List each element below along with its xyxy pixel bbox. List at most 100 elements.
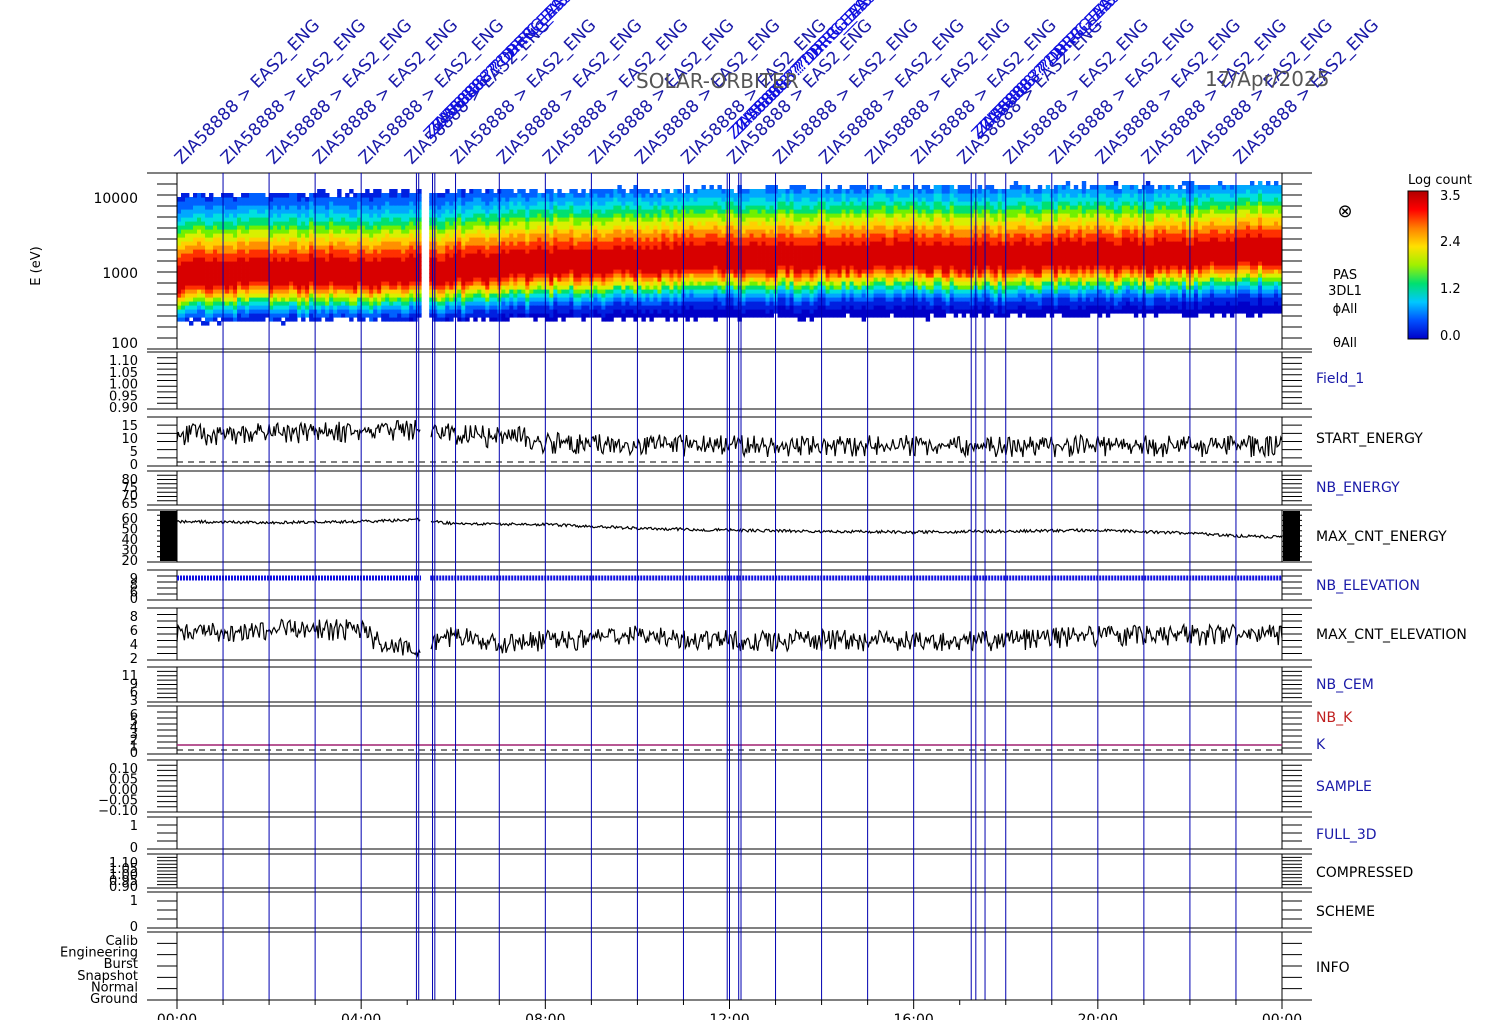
spectrogram-cell: [613, 253, 618, 258]
spectrogram-cell: [393, 249, 398, 254]
spectrogram-cell: [369, 225, 374, 230]
spectrogram-cell: [409, 249, 414, 254]
spectrogram-cell: [225, 317, 230, 322]
spectrogram-cell: [481, 249, 486, 254]
spectrogram-cell: [513, 237, 518, 242]
spectrogram-cell: [697, 225, 702, 230]
spectrogram-cell: [785, 253, 790, 258]
spectrogram-cell: [729, 205, 734, 210]
spectrogram-cell: [529, 305, 534, 310]
spectrogram-cell: [361, 233, 366, 238]
spectrogram-cell: [281, 233, 286, 238]
spectrogram-cell: [629, 193, 634, 198]
spectrogram-cell: [605, 277, 610, 282]
spectrogram-cell: [761, 253, 766, 258]
spectrogram-cell: [317, 281, 322, 286]
spectrogram-cell: [641, 289, 646, 294]
spectrogram-cell: [785, 229, 790, 234]
spectrogram-cell: [613, 221, 618, 226]
spectrogram-cell: [337, 273, 342, 278]
spectrogram-cell: [561, 261, 566, 266]
spectrogram-cell: [713, 257, 718, 262]
spectrogram-cell: [405, 237, 410, 242]
spectrogram-cell: [701, 293, 706, 298]
spectrogram-cell: [185, 285, 190, 290]
spectrogram-cell: [321, 301, 326, 306]
spectrogram-cell: [641, 293, 646, 298]
spectrogram-cell: [369, 205, 374, 210]
spectrogram-cell: [713, 209, 718, 214]
spectrogram-cell: [793, 253, 798, 258]
spectrogram-cell: [657, 241, 662, 246]
spectrogram-cell: [401, 305, 406, 310]
spectrogram-cell: [785, 193, 790, 198]
spectrogram-cell: [737, 289, 742, 294]
spectrogram-cell: [601, 197, 606, 202]
spectrogram-cell: [393, 221, 398, 226]
spectrogram-cell: [317, 253, 322, 258]
spectrogram-cell: [781, 269, 786, 274]
spectrogram-cell: [593, 273, 598, 278]
spectrogram-cell: [709, 209, 714, 214]
spectrogram-cell: [525, 313, 530, 318]
spectrogram-cell: [557, 225, 562, 230]
spectrogram-cell: [449, 253, 454, 258]
spectrogram-cell: [225, 305, 230, 310]
spectrogram-cell: [349, 233, 354, 238]
spectrogram-cell: [529, 285, 534, 290]
spectrogram-cell: [177, 253, 182, 258]
spectrogram-cell: [749, 213, 754, 218]
spectrogram-cell: [445, 249, 450, 254]
spectrogram-cell: [365, 241, 370, 246]
spectrogram-cell: [769, 301, 774, 306]
spectrogram-cell: [541, 237, 546, 242]
spectrogram-cell: [621, 241, 626, 246]
spectrogram-cell: [801, 309, 806, 314]
spectrogram-cell: [713, 317, 718, 322]
spectrogram-cell: [669, 229, 674, 234]
spectrogram-cell: [529, 289, 534, 294]
spectrogram-cell: [613, 225, 618, 230]
spectrogram-cell: [661, 281, 666, 286]
spectrogram-cell: [653, 289, 658, 294]
spectrogram-cell: [205, 317, 210, 322]
spectrogram-cell: [509, 269, 514, 274]
spectrogram-cell: [461, 253, 466, 258]
spectrogram-cell: [653, 293, 658, 298]
spectrogram-cell: [333, 301, 338, 306]
spectrogram-cell: [445, 221, 450, 226]
spectrogram-cell: [469, 221, 474, 226]
spectrogram-cell: [517, 305, 522, 310]
spectrogram-cell: [621, 257, 626, 262]
spectrogram-cell: [697, 253, 702, 258]
spectrogram-cell: [741, 233, 746, 238]
spectrogram-cell: [473, 197, 478, 202]
spectrogram-cell: [761, 309, 766, 314]
spectrogram-cell: [577, 261, 582, 266]
spectrogram-cell: [245, 317, 250, 322]
spectrogram-cell: [717, 309, 722, 314]
spectrogram-cell: [601, 265, 606, 270]
spectrogram-cell: [785, 269, 790, 274]
spectrogram-cell: [349, 261, 354, 266]
spectrogram-cell: [465, 285, 470, 290]
spectrogram-cell: [573, 265, 578, 270]
spectrogram-cell: [525, 297, 530, 302]
spectrogram-cell: [277, 201, 282, 206]
spectrogram-cell: [653, 217, 658, 222]
spectrogram-cell: [197, 225, 202, 230]
spectrogram-cell: [177, 273, 182, 278]
spectrogram-cell: [721, 193, 726, 198]
spectrogram-cell: [217, 289, 222, 294]
spectrogram-cell: [777, 221, 782, 226]
spectrogram-cell: [673, 213, 678, 218]
spectrogram-cell: [657, 213, 662, 218]
spectrogram-cell: [605, 233, 610, 238]
spectrogram-cell: [549, 297, 554, 302]
spectrogram-cell: [793, 189, 798, 194]
spectrogram-cell: [237, 237, 242, 242]
spectrogram-cell: [569, 217, 574, 222]
spectrogram-cell: [389, 253, 394, 258]
spectrogram-cell: [217, 241, 222, 246]
spectrogram-cell: [493, 241, 498, 246]
